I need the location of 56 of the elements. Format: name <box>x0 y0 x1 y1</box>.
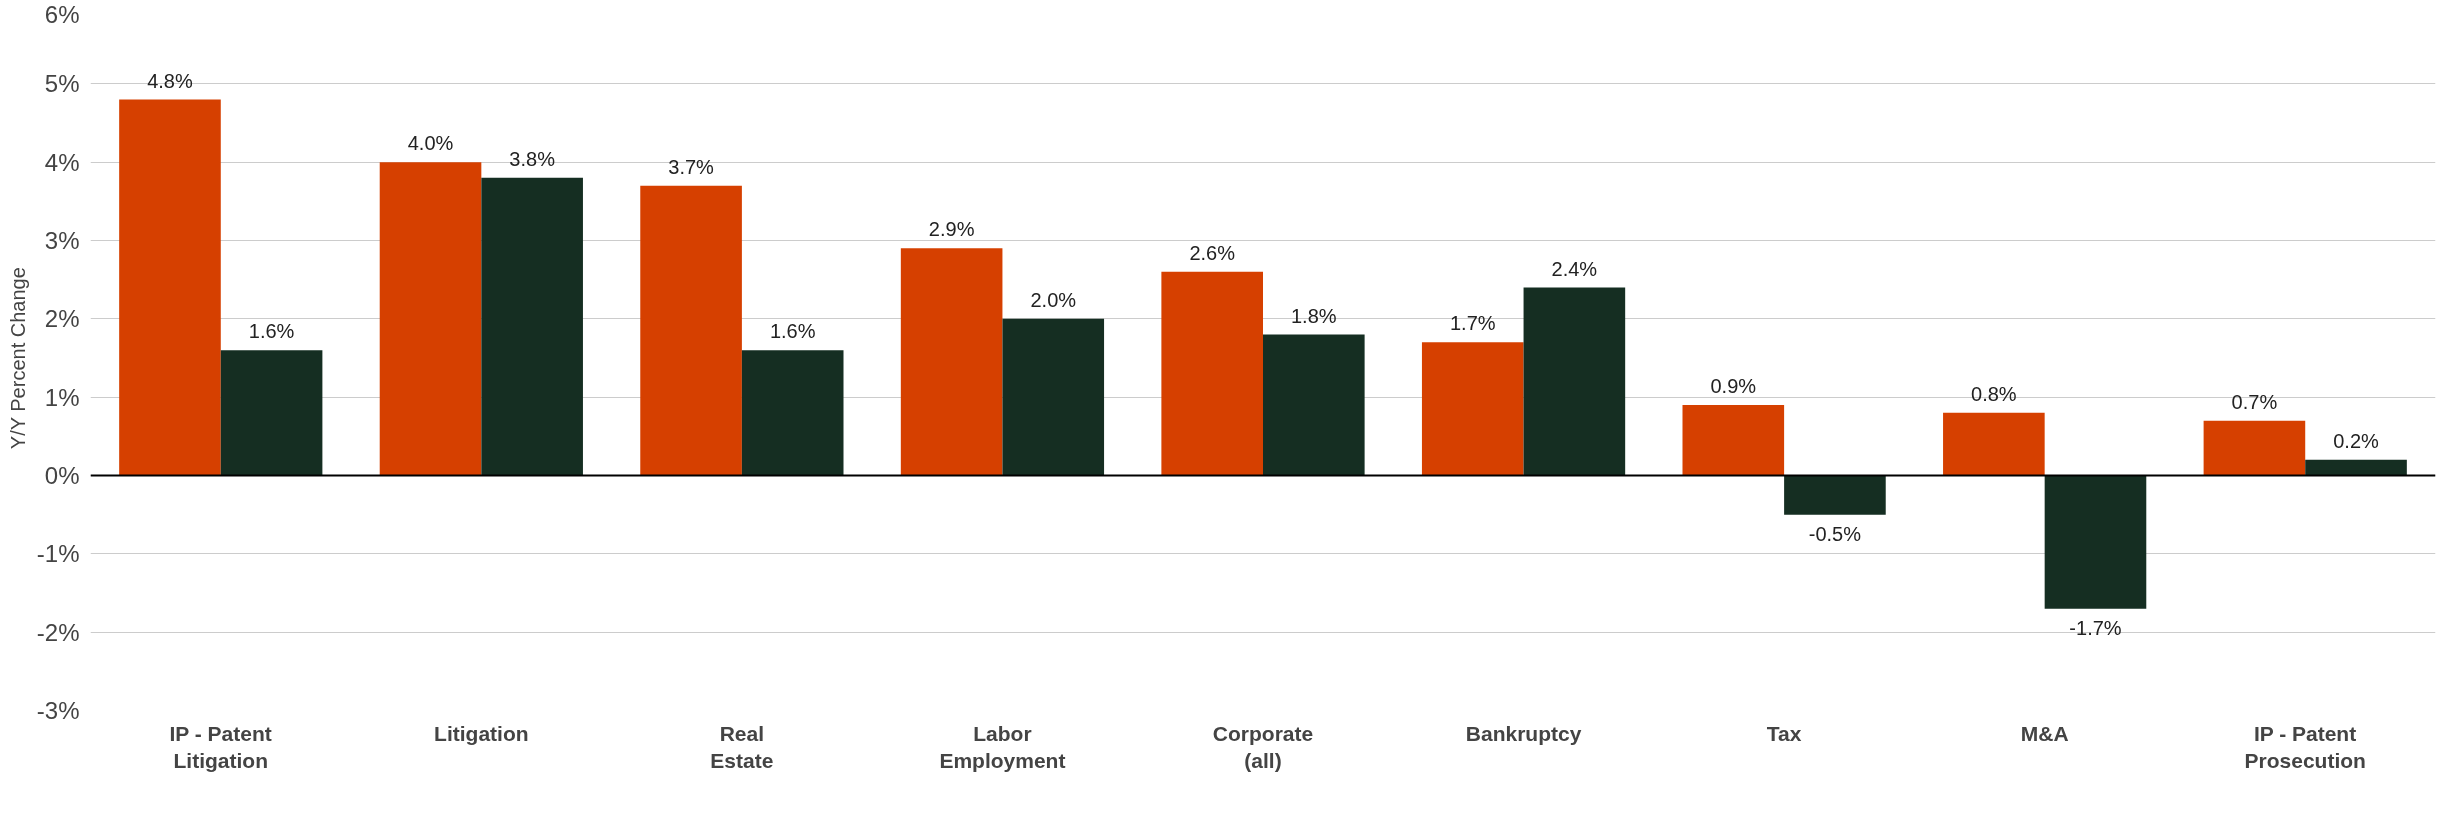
bar <box>1002 318 1105 476</box>
bar <box>1421 342 1524 476</box>
data-label: -0.5% <box>1808 522 1862 545</box>
bar <box>2044 475 2147 609</box>
bar <box>1263 334 1365 476</box>
y-tick-label: -3% <box>36 697 80 724</box>
data-label: 3.8% <box>509 147 556 170</box>
bar <box>2203 420 2306 476</box>
x-tick-label: Real Estate <box>710 721 774 773</box>
bar <box>1161 271 1263 476</box>
bar <box>1682 405 1785 476</box>
x-tick-label: Labor Employment <box>939 721 1066 773</box>
data-label: 2.0% <box>1030 288 1077 311</box>
data-label: 0.8% <box>1971 382 2017 405</box>
bar <box>1943 412 2045 476</box>
x-tick-label: Tax <box>1766 721 1802 745</box>
data-label: 0.9% <box>1710 375 1757 397</box>
x-tick-label: IP - Patent Prosecution <box>2244 721 2366 773</box>
bar <box>379 162 482 476</box>
bar <box>2305 459 2407 476</box>
x-tick-label: IP - Patent Litigation <box>169 721 272 773</box>
data-label: 1.6% <box>248 320 295 343</box>
data-label: 1.7% <box>1449 312 1496 335</box>
x-tick-label: M&A <box>2020 721 2069 745</box>
x-tick-label: Bankruptcy <box>1465 721 1582 745</box>
data-label: 0.2% <box>2333 429 2380 452</box>
y-tick-label: -2% <box>36 618 80 646</box>
data-label: 2.4% <box>1551 257 1598 280</box>
bar <box>220 350 323 476</box>
data-label: 0.7% <box>2231 390 2278 413</box>
data-label: 2.9% <box>928 218 975 241</box>
bar <box>1784 475 1886 515</box>
y-tick-label: 2% <box>44 305 80 333</box>
data-label: 3.7% <box>668 155 715 178</box>
bar <box>119 99 221 476</box>
data-label: 4.8% <box>147 69 193 92</box>
x-tick-label: Litigation <box>434 721 529 745</box>
data-label: -1.7% <box>2069 616 2122 639</box>
y-tick-label: -1% <box>36 540 80 568</box>
y-tick-label: 1% <box>44 383 80 411</box>
y-tick-label: 3% <box>44 227 80 254</box>
bar <box>1523 287 1626 476</box>
bar <box>900 248 1003 476</box>
y-tick-label: 6% <box>44 0 80 28</box>
y-tick-label: 5% <box>44 70 80 98</box>
data-label: 1.8% <box>1291 304 1337 327</box>
bar <box>481 177 583 476</box>
data-label: 4.0% <box>407 132 454 155</box>
bar <box>640 185 742 476</box>
bar <box>741 350 844 476</box>
data-label: 2.6% <box>1189 241 1236 264</box>
x-tick-label: Corporate (all) <box>1212 721 1314 773</box>
y-axis-title: Y/Y Percent Change <box>6 267 29 450</box>
y-tick-label: 4% <box>44 148 80 176</box>
y-tick-label: 0% <box>44 462 80 489</box>
data-label: 1.6% <box>769 320 816 343</box>
